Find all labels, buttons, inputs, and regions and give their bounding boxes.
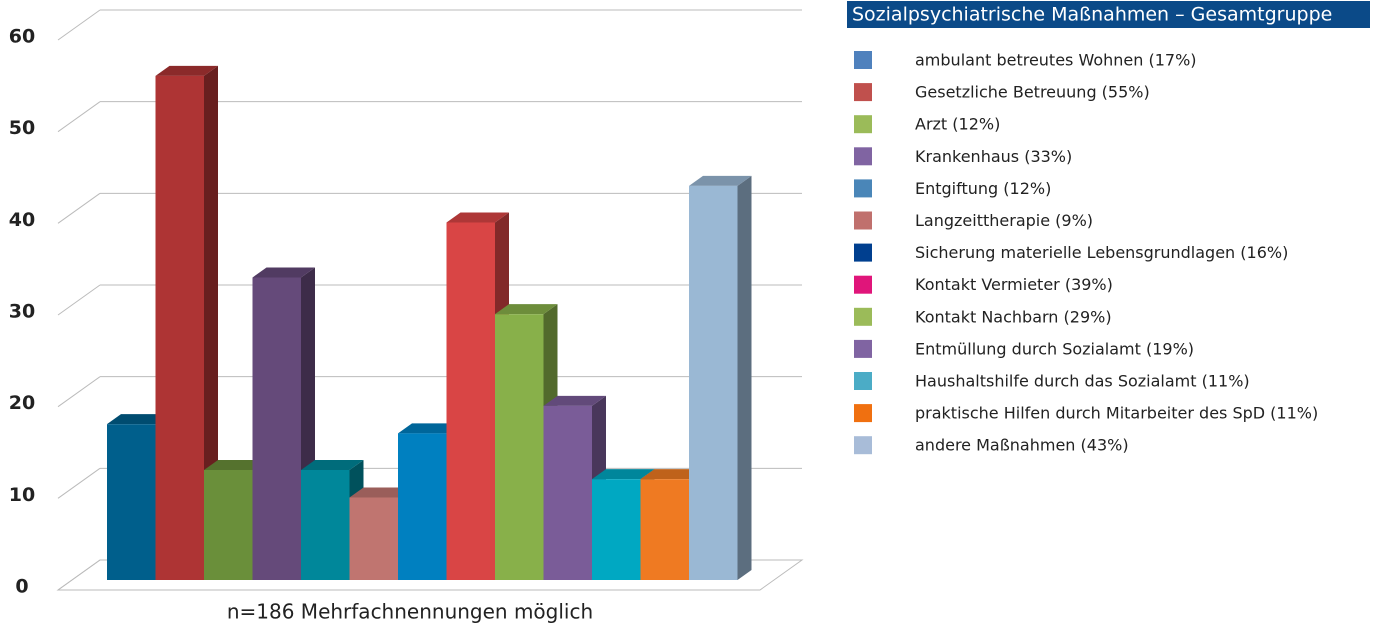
- legend-label: praktische Hilfen durch Mitarbeiter des …: [915, 404, 1318, 423]
- bar-top: [398, 423, 461, 434]
- bar-top: [349, 487, 412, 498]
- bar-top: [495, 304, 558, 315]
- legend-title: Sozialpsychiatrische Maßnahmen – Gesamtg…: [852, 4, 1332, 26]
- legend-label: Arzt (12%): [915, 115, 1000, 134]
- legend-label: Entmüllung durch Sozialamt (19%): [915, 339, 1194, 358]
- grid-line-side: [57, 559, 101, 591]
- bar-side: [737, 175, 752, 581]
- legend-label: Kontakt Nachbarn (29%): [915, 307, 1112, 326]
- legend-label: Krankenhaus (33%): [915, 147, 1072, 166]
- bar: [640, 479, 689, 580]
- legend-label: Gesetzliche Betreuung (55%): [915, 83, 1150, 102]
- bar-top: [107, 414, 170, 425]
- bar: [252, 277, 301, 580]
- grid-line-side: [57, 284, 101, 316]
- bar-top: [204, 460, 267, 470]
- bar-side: [204, 65, 218, 581]
- bar: [301, 470, 350, 580]
- legend-swatch: [854, 436, 872, 455]
- y-tick-label: 40: [9, 209, 35, 231]
- legend-swatch: [854, 372, 872, 390]
- bar: [155, 75, 204, 580]
- legend-swatch: [854, 243, 872, 262]
- y-tick-label: 50: [9, 117, 35, 139]
- legend-label: ambulant betreutes Wohnen (17%): [915, 51, 1197, 70]
- legend-swatch: [854, 275, 872, 294]
- legend-swatch: [854, 211, 872, 230]
- grid-line-side: [57, 467, 101, 499]
- y-tick-label: 10: [9, 484, 35, 506]
- legend-swatch: [854, 179, 872, 198]
- bar-top: [155, 65, 218, 76]
- bar-top: [301, 460, 364, 470]
- legend-title-box: [847, 1, 1370, 28]
- bar: [446, 222, 495, 580]
- bar-top: [252, 267, 315, 278]
- bar-top: [640, 469, 703, 480]
- legend-swatch: [854, 115, 872, 134]
- legend-label: Langzeittherapie (9%): [915, 211, 1093, 230]
- legend-label: Kontakt Vermieter (39%): [915, 275, 1113, 294]
- bar: [349, 497, 398, 580]
- bar: [592, 479, 641, 580]
- legend-label: andere Maßnahmen (43%): [915, 436, 1129, 455]
- legend-swatch: [854, 51, 872, 69]
- bar: [398, 433, 447, 580]
- bar: [495, 314, 544, 580]
- legend-swatch: [854, 307, 872, 326]
- y-tick-label: 60: [9, 26, 35, 48]
- y-tick-label: 0: [15, 576, 28, 598]
- bar: [543, 405, 592, 580]
- bar-top: [543, 395, 606, 406]
- grid-line-side: [57, 101, 101, 133]
- bar-top: [446, 212, 509, 223]
- legend-label: Entgiftung (12%): [915, 179, 1051, 198]
- bar: [204, 470, 253, 580]
- grid-line-side: [57, 9, 101, 41]
- bar-top: [689, 175, 752, 186]
- y-tick-label: 20: [9, 392, 35, 414]
- bar: [689, 185, 738, 581]
- bar-top: [592, 469, 655, 480]
- x-axis-label: n=186 Mehrfachnennungen möglich: [227, 600, 593, 624]
- grid-line-side: [57, 376, 101, 408]
- legend-label: Sicherung materielle Lebensgrundlagen (1…: [915, 243, 1288, 262]
- y-tick-label: 30: [9, 301, 35, 323]
- legend-swatch: [854, 339, 872, 358]
- legend-swatch: [854, 83, 872, 102]
- legend-swatch: [854, 404, 872, 423]
- bar: [107, 424, 156, 580]
- legend-label: Haushaltshilfe durch das Sozialamt (11%): [915, 372, 1250, 391]
- grid-line-side: [57, 192, 101, 224]
- legend-swatch: [854, 147, 872, 166]
